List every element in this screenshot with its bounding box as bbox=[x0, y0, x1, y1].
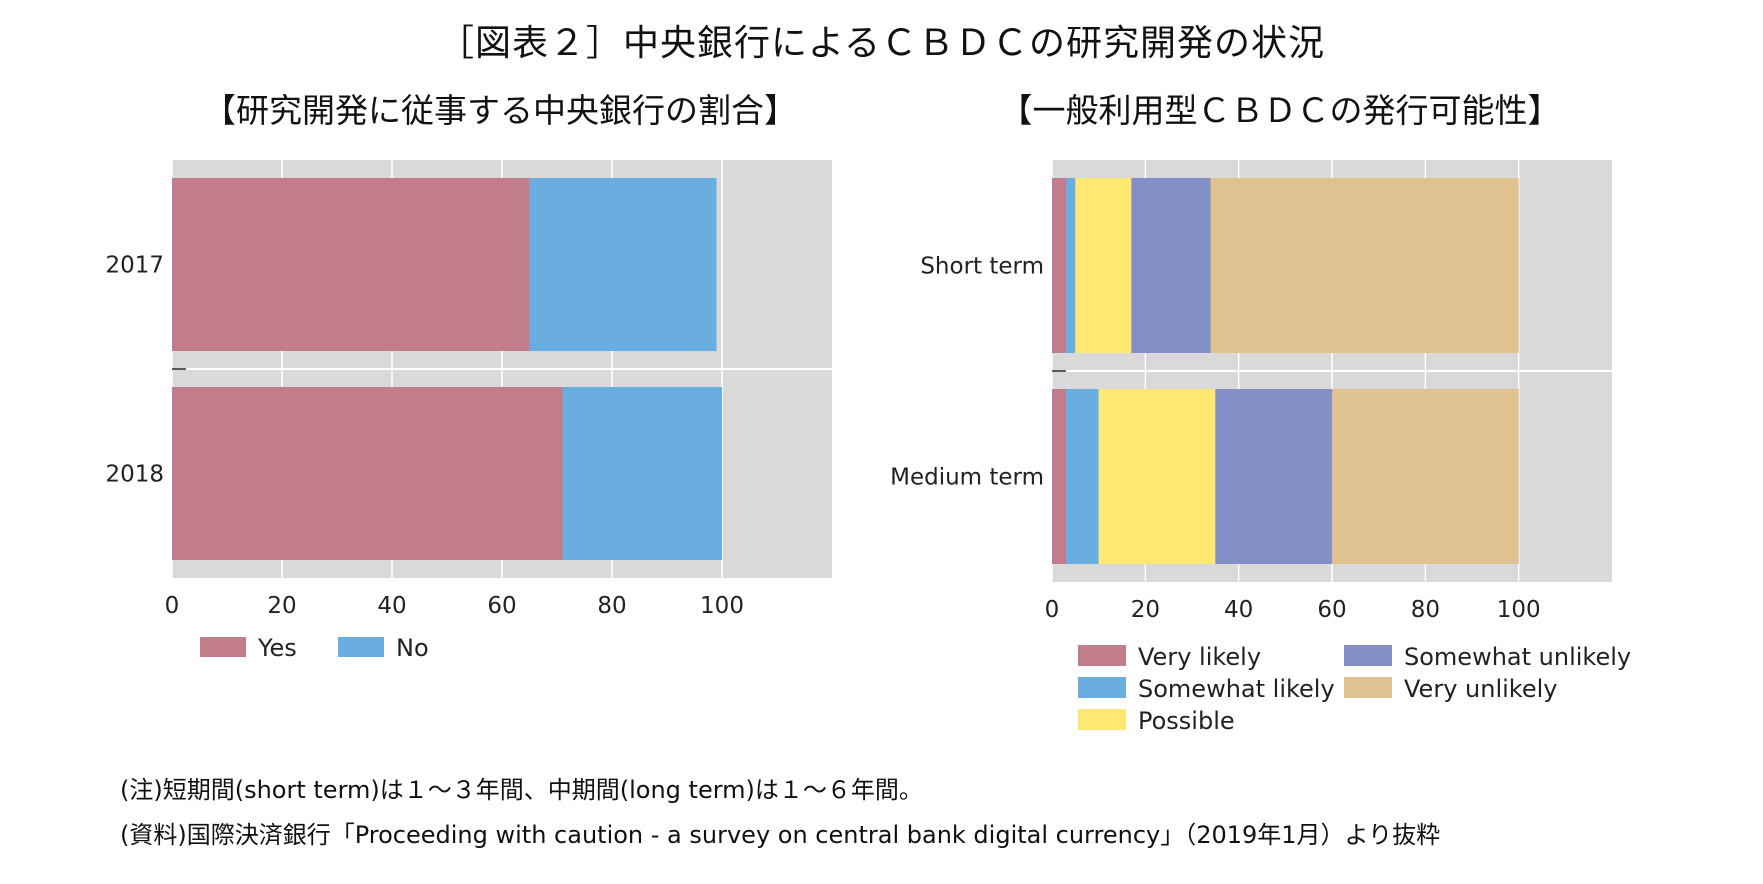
x-tick-label: 40 bbox=[1224, 597, 1253, 623]
x-tick-label: 60 bbox=[1317, 597, 1346, 623]
bar-very-likely-short-term bbox=[1052, 178, 1066, 353]
category-label-2018: 2018 bbox=[105, 462, 164, 488]
x-tick-label: 20 bbox=[267, 593, 296, 619]
legend-swatch-no bbox=[338, 637, 384, 657]
legend-label-very-unlikely: Very unlikely bbox=[1404, 675, 1557, 703]
bar-very-likely-medium-term bbox=[1052, 389, 1066, 564]
rd-share-chart: 2017 2018 0 20 40 60 80 100 Yes No bbox=[105, 160, 832, 662]
bar-somewhat-unlikely-medium-term bbox=[1215, 389, 1332, 564]
bar-very-unlikely-short-term bbox=[1210, 178, 1519, 353]
legend-label-no: No bbox=[396, 634, 429, 662]
x-tick-label: 100 bbox=[700, 593, 744, 619]
category-label-2017: 2017 bbox=[105, 253, 164, 279]
footnote-definition: (注)短期間(short term)は１～３年間、中期間(long term)は… bbox=[120, 776, 923, 804]
x-tick-label: 60 bbox=[487, 593, 516, 619]
legend-swatch-somewhat-unlikely bbox=[1344, 645, 1392, 666]
x-tick-label: 0 bbox=[1045, 597, 1060, 623]
legend-label-very-likely: Very likely bbox=[1138, 643, 1261, 671]
bar-yes-2018 bbox=[172, 387, 563, 560]
category-label-short-term: Short term bbox=[920, 254, 1044, 280]
right-chart-subtitle: 【一般利用型ＣＢＤＣの発行可能性】 bbox=[999, 91, 1561, 130]
x-tick-label: 0 bbox=[165, 593, 180, 619]
bar-no-2017 bbox=[529, 178, 717, 351]
bar-possible-short-term bbox=[1075, 178, 1132, 353]
legend-swatch-possible bbox=[1078, 709, 1126, 730]
legend-swatch-somewhat-likely bbox=[1078, 677, 1126, 698]
left-chart-subtitle: 【研究開発に従事する中央銀行の割合】 bbox=[203, 91, 797, 130]
bar-somewhat-likely-short-term bbox=[1066, 178, 1076, 353]
x-tick-label: 80 bbox=[1411, 597, 1440, 623]
category-label-medium-term: Medium term bbox=[890, 465, 1044, 491]
page-title: ［図表２］中央銀行によるＣＢＤＣの研究開発の状況 bbox=[438, 23, 1325, 64]
footnote-source: (資料)国際決済銀行「Proceeding with caution - a s… bbox=[120, 821, 1441, 849]
bar-no-2018 bbox=[562, 387, 722, 560]
x-tick-label: 80 bbox=[597, 593, 626, 619]
x-tick-label: 20 bbox=[1131, 597, 1160, 623]
bar-yes-2017 bbox=[172, 178, 530, 351]
legend-swatch-very-likely bbox=[1078, 645, 1126, 666]
legend-label-possible: Possible bbox=[1138, 707, 1235, 735]
legend-label-somewhat-unlikely: Somewhat unlikely bbox=[1404, 643, 1631, 671]
bar-somewhat-likely-medium-term bbox=[1066, 389, 1099, 564]
bar-very-unlikely-medium-term bbox=[1332, 389, 1519, 564]
legend-swatch-very-unlikely bbox=[1344, 677, 1392, 698]
x-tick-label: 40 bbox=[377, 593, 406, 619]
bar-possible-medium-term bbox=[1098, 389, 1216, 564]
legend-swatch-yes bbox=[200, 637, 246, 657]
cbdc-issuance-chart: Short term Medium term 0 20 40 60 80 100 Very li… bbox=[890, 160, 1631, 735]
bar-somewhat-unlikely-short-term bbox=[1131, 178, 1211, 353]
x-tick-label: 100 bbox=[1497, 597, 1541, 623]
legend-label-somewhat-likely: Somewhat likely bbox=[1138, 675, 1335, 703]
legend-label-yes: Yes bbox=[257, 634, 297, 662]
